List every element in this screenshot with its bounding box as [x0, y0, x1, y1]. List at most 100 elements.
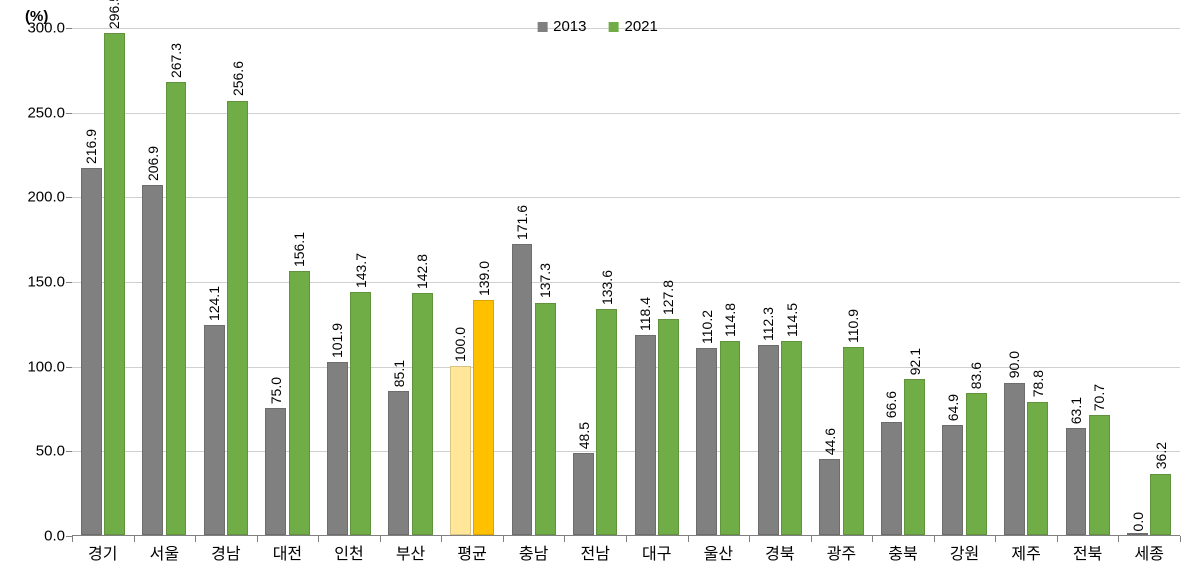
bar-2013 — [1066, 428, 1087, 535]
bar-value-label: 137.3 — [537, 263, 553, 298]
bar-value-label: 66.6 — [883, 391, 899, 418]
bar-value-label: 156.1 — [291, 232, 307, 267]
x-tick — [257, 536, 258, 542]
bar-2013 — [635, 335, 656, 535]
y-tick — [66, 282, 72, 283]
x-tick-label: 충남 — [519, 540, 548, 564]
y-tick — [66, 197, 72, 198]
x-tick — [626, 536, 627, 542]
bar-2013 — [1127, 533, 1148, 535]
x-tick-label: 전북 — [1073, 540, 1102, 564]
bar-2013 — [942, 425, 963, 535]
x-tick — [995, 536, 996, 542]
y-tick-label: 0.0 — [5, 528, 65, 545]
y-tick-label: 50.0 — [5, 443, 65, 460]
x-tick — [811, 536, 812, 542]
bar-value-label: 63.1 — [1068, 397, 1084, 424]
bar-value-label: 75.0 — [268, 377, 284, 404]
x-tick — [934, 536, 935, 542]
x-tick-label: 대전 — [273, 540, 302, 564]
x-tick-label: 경기 — [88, 540, 117, 564]
bar-2013 — [758, 345, 779, 535]
x-tick — [688, 536, 689, 542]
bar-value-label: 100.0 — [452, 327, 468, 362]
legend-label-2021: 2021 — [625, 18, 658, 35]
bar-value-label: 90.0 — [1006, 351, 1022, 378]
bar-2013 — [696, 348, 717, 535]
bar-2013 — [81, 168, 102, 535]
bar-2013 — [1004, 383, 1025, 535]
y-tick-label: 250.0 — [5, 104, 65, 121]
bar-2021 — [966, 393, 987, 535]
x-tick — [1180, 536, 1181, 542]
y-tick-label: 100.0 — [5, 358, 65, 375]
bar-value-label: 216.9 — [83, 129, 99, 164]
x-tick-label: 전남 — [580, 540, 609, 564]
bar-2013 — [142, 185, 163, 535]
bar-2021 — [781, 341, 802, 535]
y-tick-label: 300.0 — [5, 20, 65, 37]
bar-value-label: 92.1 — [907, 348, 923, 375]
bar-value-label: 118.4 — [637, 297, 653, 331]
y-tick — [66, 28, 72, 29]
bar-value-label: 267.3 — [168, 43, 184, 78]
legend-item-2021: 2021 — [609, 18, 658, 35]
x-tick — [72, 536, 73, 542]
bar-value-label: 44.6 — [822, 428, 838, 455]
x-tick-label: 경북 — [765, 540, 794, 564]
x-tick — [318, 536, 319, 542]
bar-2021 — [289, 271, 310, 535]
x-tick — [749, 536, 750, 542]
x-tick-label: 강원 — [950, 540, 979, 564]
legend-swatch-2021 — [609, 22, 619, 32]
x-tick — [134, 536, 135, 542]
plot-area: 216.9296.5206.9267.3124.1256.675.0156.11… — [72, 28, 1180, 536]
x-tick — [564, 536, 565, 542]
legend-swatch-2013 — [537, 22, 547, 32]
bar-value-label: 206.9 — [145, 146, 161, 181]
x-tick — [1057, 536, 1058, 542]
bar-value-label: 296.5 — [106, 0, 122, 29]
bar-value-label: 85.1 — [391, 360, 407, 387]
bar-2021 — [227, 101, 248, 536]
bar-2021 — [1027, 402, 1048, 535]
bar-2021 — [166, 82, 187, 535]
x-tick-label: 경남 — [211, 540, 240, 564]
bar-2021 — [720, 341, 741, 535]
bar-value-label: 139.0 — [476, 261, 492, 296]
x-tick-label: 세종 — [1134, 540, 1163, 564]
x-tick-label: 평균 — [457, 540, 486, 564]
x-tick — [1118, 536, 1119, 542]
y-tick — [66, 367, 72, 368]
bar-2021 — [350, 292, 371, 535]
y-tick-label: 150.0 — [5, 274, 65, 291]
bar-chart-container: (%) 2013 2021 216.9296.5206.9267.3124.12… — [0, 0, 1195, 582]
x-tick — [380, 536, 381, 542]
bar-2021 — [1150, 474, 1171, 535]
bar-2021 — [1089, 415, 1110, 535]
bar-value-label: 114.5 — [784, 303, 800, 337]
x-tick-label: 제주 — [1011, 540, 1040, 564]
bar-value-label: 112.3 — [760, 307, 776, 341]
bar-2021 — [658, 319, 679, 535]
bar-2021 — [412, 293, 433, 535]
bar-value-label: 48.5 — [576, 422, 592, 449]
bar-value-label: 124.1 — [206, 286, 222, 321]
x-tick — [195, 536, 196, 542]
bar-2021 — [535, 303, 556, 535]
bar-2013 — [204, 325, 225, 535]
bar-value-label: 114.8 — [722, 303, 738, 337]
bar-value-label: 171.6 — [514, 205, 530, 240]
y-tick — [66, 113, 72, 114]
x-tick-label: 대구 — [642, 540, 671, 564]
bar-2013 — [450, 366, 471, 535]
legend-label-2013: 2013 — [553, 18, 586, 35]
x-tick-label: 인천 — [334, 540, 363, 564]
x-tick — [872, 536, 873, 542]
bar-value-label: 142.8 — [414, 254, 430, 289]
bar-2013 — [512, 244, 533, 535]
bar-value-label: 101.9 — [329, 323, 345, 358]
bar-2013 — [265, 408, 286, 535]
bar-2013 — [881, 422, 902, 535]
x-tick — [441, 536, 442, 542]
